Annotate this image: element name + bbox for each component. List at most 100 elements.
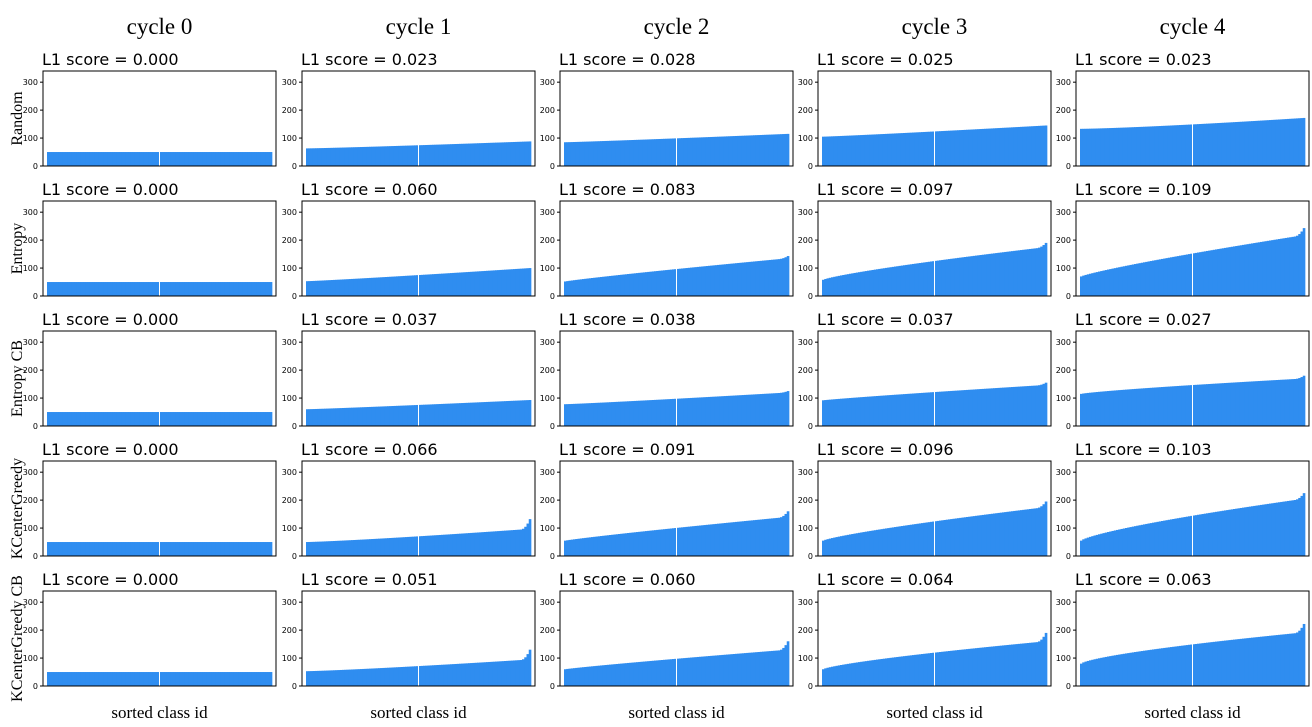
bar (1275, 502, 1279, 556)
bar (65, 152, 68, 166)
bar (683, 527, 686, 556)
bar (497, 661, 500, 686)
bar (912, 655, 915, 686)
bar (429, 404, 433, 426)
bar (1212, 641, 1216, 686)
bar (867, 531, 870, 556)
bar (360, 278, 363, 296)
bar (1111, 268, 1115, 296)
y-tick-label: 300 (540, 468, 555, 477)
bar (1084, 538, 1088, 556)
bar (1242, 381, 1245, 426)
bar (233, 542, 237, 556)
bar (1031, 642, 1034, 686)
bar (425, 535, 428, 556)
bar (263, 412, 266, 426)
bar (191, 282, 194, 296)
bar (1287, 633, 1290, 686)
bar (186, 282, 190, 296)
bar (267, 282, 271, 296)
bar (337, 279, 341, 296)
bar (348, 669, 352, 686)
bar (597, 665, 601, 686)
bar (1208, 512, 1211, 556)
bar (654, 139, 657, 166)
bar (705, 137, 709, 166)
score-title: L1 score = 0.023 (301, 50, 438, 69)
bar (447, 403, 451, 426)
bar (972, 389, 976, 426)
bar (348, 407, 352, 426)
bar (87, 672, 91, 686)
bar (125, 672, 129, 686)
bar (1122, 266, 1126, 296)
bar (89, 542, 93, 556)
bar (515, 141, 518, 166)
bar (1194, 124, 1198, 166)
bar (775, 393, 779, 426)
bar (584, 537, 587, 556)
bar (1131, 526, 1135, 556)
bar (1224, 510, 1227, 556)
bar (954, 650, 958, 686)
bar (513, 660, 516, 686)
bar (970, 516, 974, 556)
bar (678, 138, 682, 166)
bar (319, 408, 323, 426)
bar (717, 264, 720, 296)
bar (631, 401, 635, 426)
bar (692, 657, 695, 686)
bar (125, 412, 129, 426)
bar (1138, 126, 1142, 166)
bar (432, 274, 435, 296)
bar (591, 537, 594, 556)
y-tick-label: 300 (23, 338, 38, 347)
bar (134, 152, 138, 166)
bar (256, 412, 259, 426)
bar (692, 526, 695, 556)
bar (728, 263, 731, 296)
bar (269, 152, 273, 166)
bar (139, 412, 142, 426)
row-label: Random (9, 91, 26, 146)
bar (1100, 391, 1103, 426)
score-title: L1 score = 0.064 (817, 570, 954, 589)
bar (959, 257, 962, 296)
bar (490, 142, 494, 166)
bar (837, 536, 841, 556)
bar (1185, 645, 1189, 686)
bar (1156, 387, 1160, 426)
bar (53, 542, 57, 556)
bar (849, 397, 852, 426)
bar (137, 542, 140, 556)
bar (642, 400, 646, 426)
bar (1235, 508, 1238, 556)
bar (1136, 388, 1139, 426)
bar (714, 136, 718, 166)
bar (954, 518, 958, 556)
bar (364, 668, 368, 686)
bar (330, 408, 334, 426)
bar (638, 661, 641, 686)
bar (941, 520, 944, 556)
bar (60, 542, 64, 556)
bar (600, 536, 603, 556)
bar (602, 535, 605, 556)
bar (844, 398, 848, 426)
bar (1174, 386, 1178, 426)
bar (885, 528, 888, 556)
bar (773, 134, 776, 166)
bar (1008, 127, 1012, 166)
bar (687, 398, 691, 426)
bar (1201, 643, 1205, 686)
bar (1264, 504, 1268, 556)
bar (1029, 248, 1032, 296)
bar (506, 401, 509, 426)
bar (346, 540, 350, 556)
bar (434, 535, 437, 556)
bar (701, 397, 704, 426)
bar (1253, 243, 1256, 296)
bar (1181, 385, 1184, 426)
